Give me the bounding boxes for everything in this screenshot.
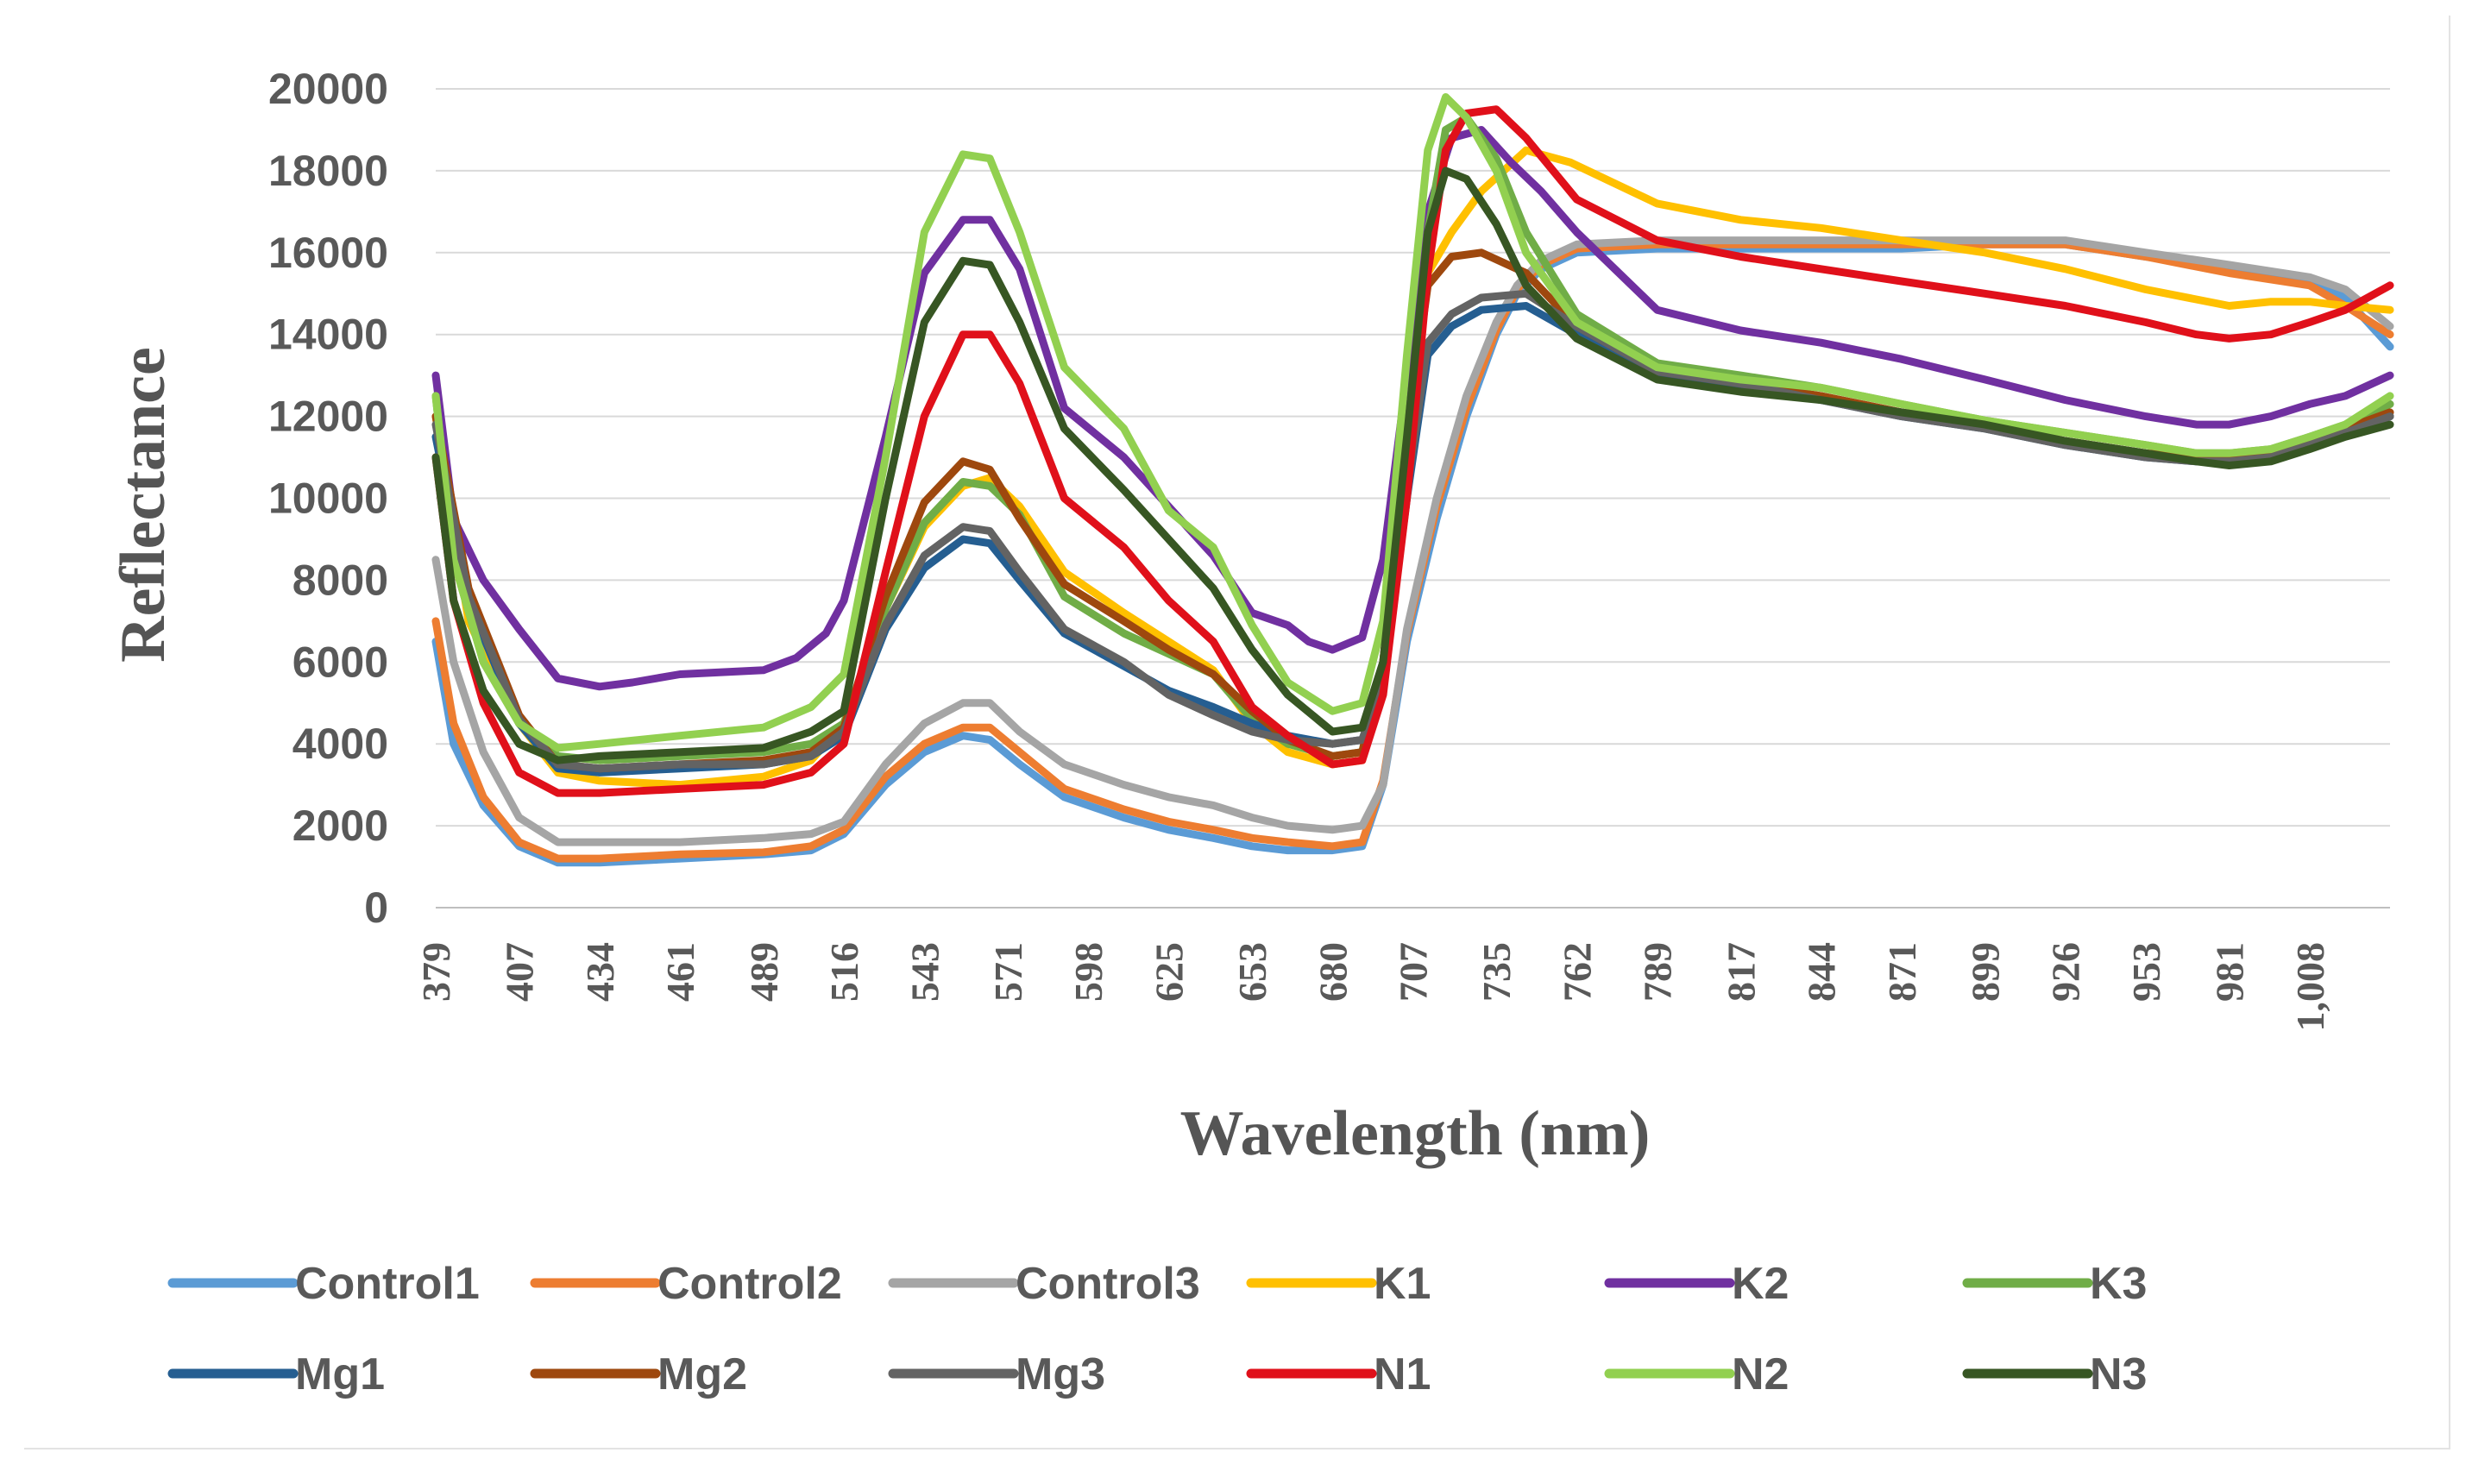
x-tick-label: 598 bbox=[1066, 942, 1110, 1002]
y-tick-label: 0 bbox=[364, 883, 388, 932]
legend-item-mg2: Mg2 bbox=[530, 1349, 747, 1399]
y-tick-label: 20000 bbox=[268, 65, 388, 113]
legend-item-control2: Control2 bbox=[530, 1259, 842, 1309]
x-axis-title: Wavelength (nm) bbox=[1180, 1098, 1651, 1169]
x-tick-label: 543 bbox=[903, 942, 947, 1002]
x-tick-label: 680 bbox=[1311, 942, 1355, 1002]
y-tick-label: 4000 bbox=[292, 720, 388, 768]
x-tick-label: 981 bbox=[2208, 942, 2252, 1002]
x-tick-label: 625 bbox=[1147, 942, 1191, 1002]
legend-item-control1: Control1 bbox=[167, 1259, 480, 1309]
x-tick-label: 762 bbox=[1555, 942, 1599, 1002]
x-tick-label: 926 bbox=[2044, 942, 2088, 1002]
series-line-mg3 bbox=[431, 289, 2394, 773]
x-tick-label: 953 bbox=[2124, 942, 2168, 1002]
x-tick-label: 789 bbox=[1636, 942, 1680, 1002]
legend-label: Mg1 bbox=[295, 1349, 385, 1399]
y-tick-labels: 0 2000 4000 6000 8000 10000 12000 14000 16000 180… bbox=[268, 65, 388, 932]
series-line-n3 bbox=[431, 167, 2394, 764]
legend-item-mg1: Mg1 bbox=[167, 1349, 385, 1399]
legend-item-n1: N1 bbox=[1246, 1349, 1431, 1399]
y-tick-label: 8000 bbox=[292, 556, 388, 604]
x-tick-label: 653 bbox=[1230, 942, 1274, 1002]
y-tick-label: 2000 bbox=[292, 802, 388, 850]
legend-label: Control1 bbox=[295, 1259, 480, 1309]
x-tick-label: 871 bbox=[1880, 942, 1924, 1002]
y-tick-label: 18000 bbox=[268, 147, 388, 195]
legend-label: N2 bbox=[1732, 1349, 1789, 1399]
y-tick-label: 6000 bbox=[292, 638, 388, 686]
chart-frame bbox=[24, 16, 2450, 1449]
legend-item-mg3: Mg3 bbox=[888, 1349, 1105, 1399]
y-tick-label: 10000 bbox=[268, 475, 388, 523]
x-tick-label: 489 bbox=[742, 942, 786, 1002]
x-tick-label: 461 bbox=[658, 942, 702, 1002]
x-tick-label: 379 bbox=[414, 942, 458, 1002]
series-line-k2 bbox=[431, 126, 2394, 691]
x-tick-label: 735 bbox=[1475, 942, 1519, 1002]
legend-label: Mg3 bbox=[1016, 1349, 1105, 1399]
x-tick-label: 516 bbox=[822, 942, 866, 1002]
legend-item-k3: K3 bbox=[1962, 1259, 2147, 1309]
series-line-n2 bbox=[431, 93, 2394, 752]
x-tick-label: 1,008 bbox=[2288, 942, 2332, 1032]
x-tick-label: 571 bbox=[986, 942, 1030, 1002]
x-tick-labels: 379 407 434 461 489 516 543 571 598 625 653 680 707 7… bbox=[414, 942, 2332, 1032]
legend-label: N1 bbox=[1374, 1349, 1431, 1399]
legend-label: K1 bbox=[1374, 1259, 1431, 1309]
legend-label: Mg2 bbox=[657, 1349, 747, 1399]
legend-item-k1: K1 bbox=[1246, 1259, 1431, 1309]
x-tick-label: 844 bbox=[1800, 942, 1844, 1002]
x-tick-label: 407 bbox=[498, 942, 542, 1002]
y-tick-label: 14000 bbox=[268, 311, 388, 359]
x-tick-label: 707 bbox=[1392, 942, 1436, 1002]
legend-label: Control2 bbox=[657, 1259, 842, 1309]
legend-item-control3: Control3 bbox=[888, 1259, 1200, 1309]
legend-item-k2: K2 bbox=[1604, 1259, 1789, 1309]
y-axis-title: Reflectance bbox=[108, 347, 179, 663]
legend-label: N3 bbox=[2090, 1349, 2147, 1399]
x-tick-label: 817 bbox=[1719, 942, 1763, 1002]
y-tick-label: 12000 bbox=[268, 393, 388, 441]
series-line-n1 bbox=[431, 105, 2394, 797]
legend-label: K2 bbox=[1732, 1259, 1789, 1309]
legend-item-n2: N2 bbox=[1604, 1349, 1789, 1399]
y-tick-label: 16000 bbox=[268, 229, 388, 277]
legend-item-n3: N3 bbox=[1962, 1349, 2147, 1399]
x-tick-label: 899 bbox=[1963, 942, 2007, 1002]
plot-area bbox=[431, 93, 2394, 867]
legend: Control1 Control2 Control3 K1 K2 K3 Mg1 Mg2 Mg3 N… bbox=[167, 1259, 2147, 1399]
legend-label: Control3 bbox=[1016, 1259, 1200, 1309]
x-tick-label: 434 bbox=[578, 942, 622, 1002]
legend-label: K3 bbox=[2090, 1259, 2147, 1309]
